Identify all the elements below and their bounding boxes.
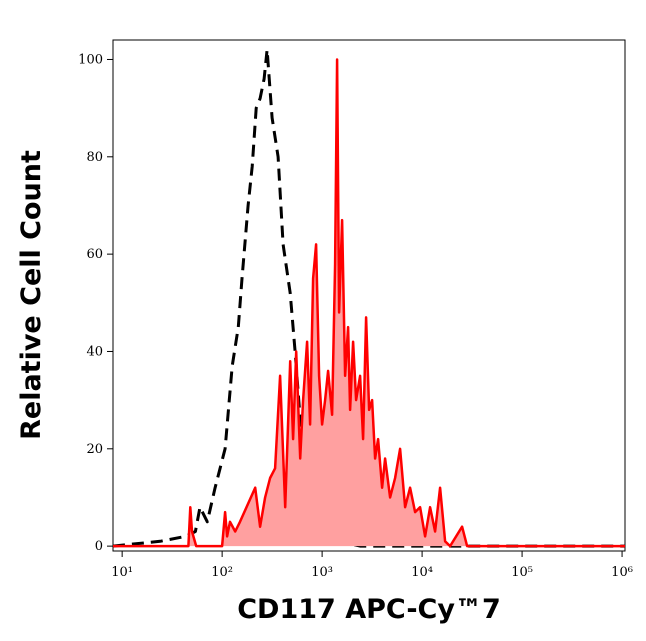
y-tick-label: 40 <box>86 344 103 359</box>
y-tick-label: 0 <box>95 539 103 554</box>
y-tick-label: 100 <box>78 52 103 67</box>
x-tick-label: 10⁴ <box>411 565 433 580</box>
y-tick-label: 60 <box>86 247 103 262</box>
y-tick-label: 80 <box>86 150 103 165</box>
x-axis-title: CD117 APC-Cy™7 <box>237 594 501 625</box>
histogram-line <box>113 58 625 548</box>
histogram-fill <box>113 59 625 547</box>
x-tick-label: 10³ <box>311 565 333 580</box>
y-axis-title: Relative Cell Count <box>16 150 47 440</box>
x-tick-label: 10⁵ <box>511 565 533 580</box>
x-tick-label: 10¹ <box>111 565 133 580</box>
plot-frame <box>112 39 626 552</box>
x-tick-label: 10² <box>211 565 233 580</box>
x-tick-label: 10⁶ <box>611 565 633 580</box>
y-tick-label: 20 <box>86 442 103 457</box>
